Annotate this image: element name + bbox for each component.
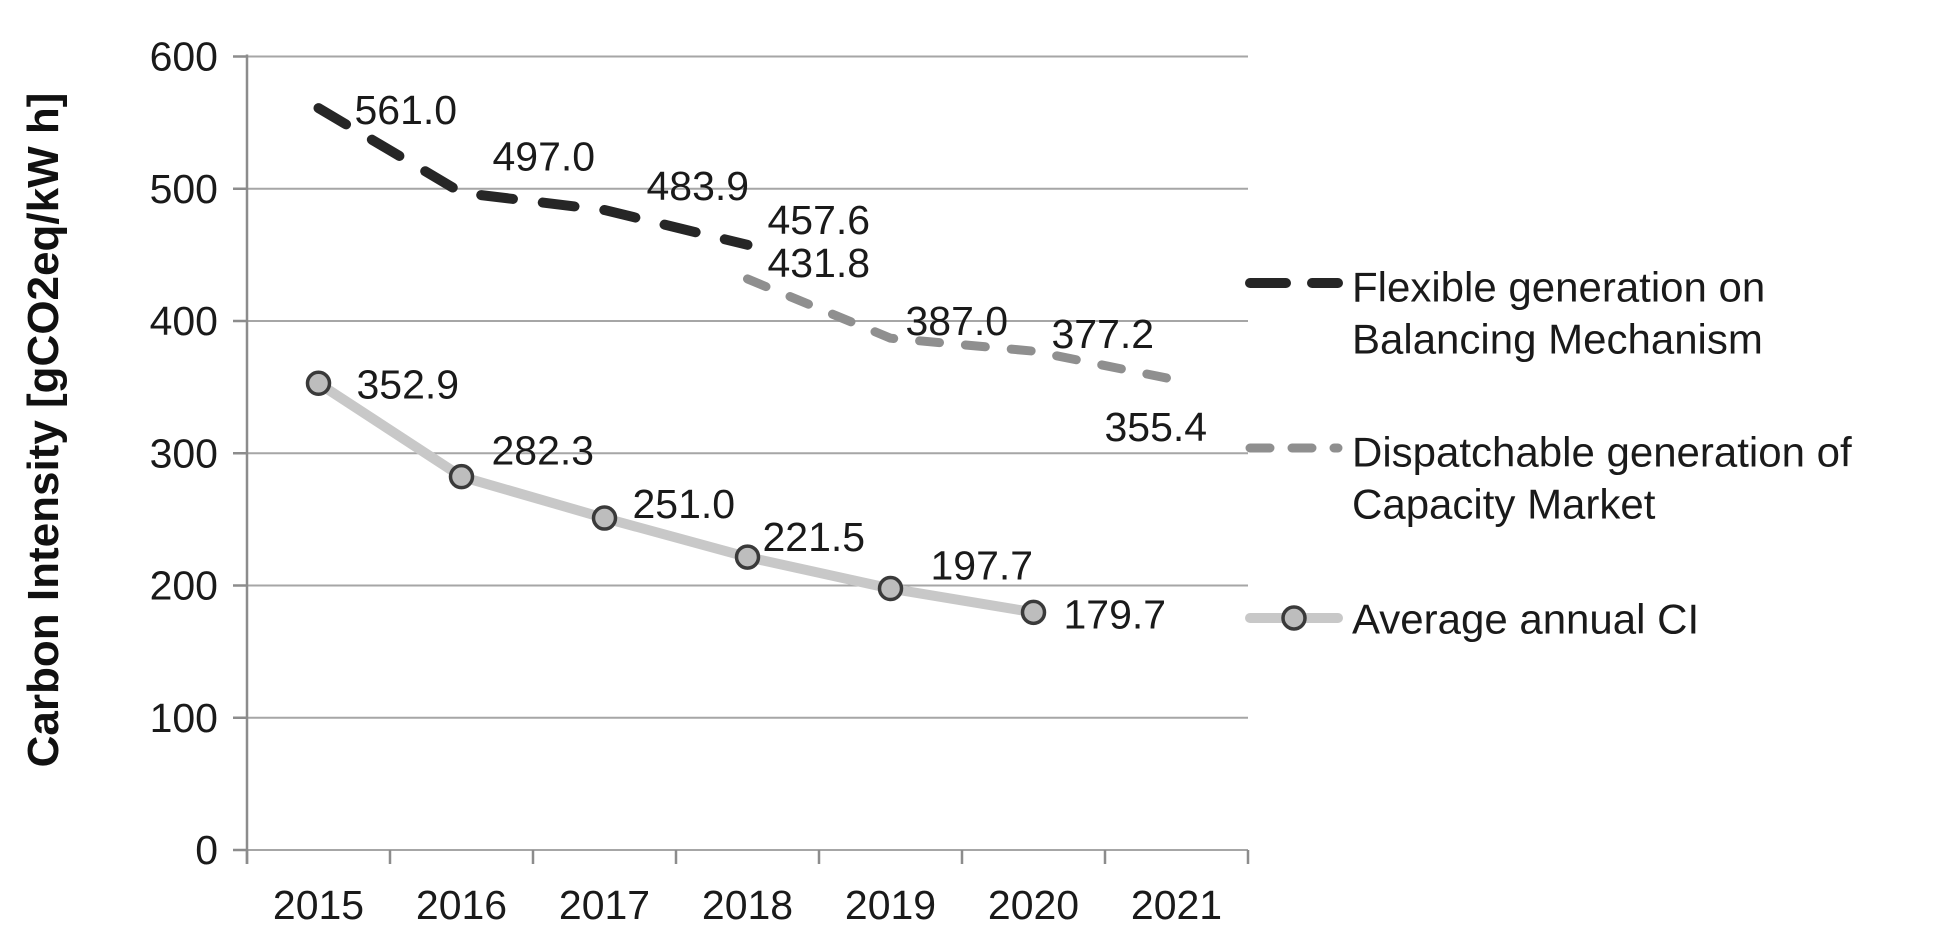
data-label-average: 251.0: [633, 481, 736, 527]
data-label-flexible: 561.0: [355, 87, 458, 133]
legend: Flexible generation on Balancing Mechanis…: [1245, 264, 1852, 643]
x-tick-label: 2016: [416, 882, 507, 928]
x-tick-label: 2017: [559, 882, 650, 928]
series-lines: [313, 103, 1181, 618]
y-tick-label: 600: [150, 34, 218, 80]
series-line-average: [313, 378, 1039, 618]
data-label-average: 352.9: [357, 361, 460, 407]
data-point-marker-average: [305, 370, 332, 397]
data-label-flexible: 457.6: [768, 197, 871, 243]
legend-marker-sample-average: [1281, 605, 1307, 631]
y-tick-label: 500: [150, 166, 218, 212]
data-label-average: 221.5: [763, 514, 866, 560]
legend-entry-dispatchable: Dispatchable generation of Capacity Marke…: [1245, 429, 1852, 528]
y-tick-label: 0: [195, 827, 218, 873]
data-label-average: 282.3: [492, 428, 595, 474]
gridlines: [247, 55, 1248, 851]
y-tick-label: 400: [150, 298, 218, 344]
axes: [233, 54, 1250, 864]
legend-entry-average: Average annual CI: [1245, 596, 1699, 643]
data-point-marker-average: [448, 463, 475, 490]
legend-label-flexible: Flexible generation on: [1352, 264, 1765, 311]
y-tick-label: 200: [150, 563, 218, 609]
data-label-dispatchable: 355.4: [1105, 404, 1208, 450]
data-point-marker-average: [877, 575, 904, 602]
data-point-marker-average: [591, 505, 618, 531]
legend-label-flexible: Balancing Mechanism: [1352, 316, 1763, 363]
legend-label-dispatchable: Dispatchable generation of: [1352, 429, 1852, 476]
data-label-flexible: 497.0: [493, 134, 596, 180]
data-label-dispatchable: 377.2: [1052, 311, 1155, 357]
series-markers: [305, 370, 1047, 626]
y-axis-title: Carbon Intensity [gCO2eq/kW h]: [19, 93, 68, 768]
data-point-marker-average: [1020, 599, 1047, 626]
data-label-average: 179.7: [1064, 591, 1167, 637]
data-label-average: 197.7: [931, 543, 1034, 589]
x-tick-label: 2019: [845, 882, 936, 928]
data-label-dispatchable: 431.8: [768, 240, 871, 286]
x-tick-label: 2021: [1131, 882, 1222, 928]
data-label-flexible: 483.9: [647, 163, 750, 209]
x-tick-label: 2018: [702, 882, 793, 928]
axis-tick-labels: 0 100 200 300 400 500 600 2015 2016 2017 2018 2019 2…: [150, 34, 1223, 929]
data-label-dispatchable: 387.0: [906, 298, 1009, 344]
data-point-marker-average: [734, 544, 761, 570]
x-tick-label: 2015: [273, 882, 364, 928]
y-tick-label: 100: [150, 695, 218, 741]
legend-label-dispatchable: Capacity Market: [1352, 481, 1656, 528]
series-line-flexible: [313, 103, 753, 250]
legend-entry-flexible: Flexible generation on Balancing Mechanis…: [1245, 264, 1765, 363]
series-line-dispatchable: [743, 274, 1181, 385]
y-tick-label: 300: [150, 430, 218, 476]
legend-label-average: Average annual CI: [1352, 596, 1699, 643]
x-tick-label: 2020: [988, 882, 1079, 928]
